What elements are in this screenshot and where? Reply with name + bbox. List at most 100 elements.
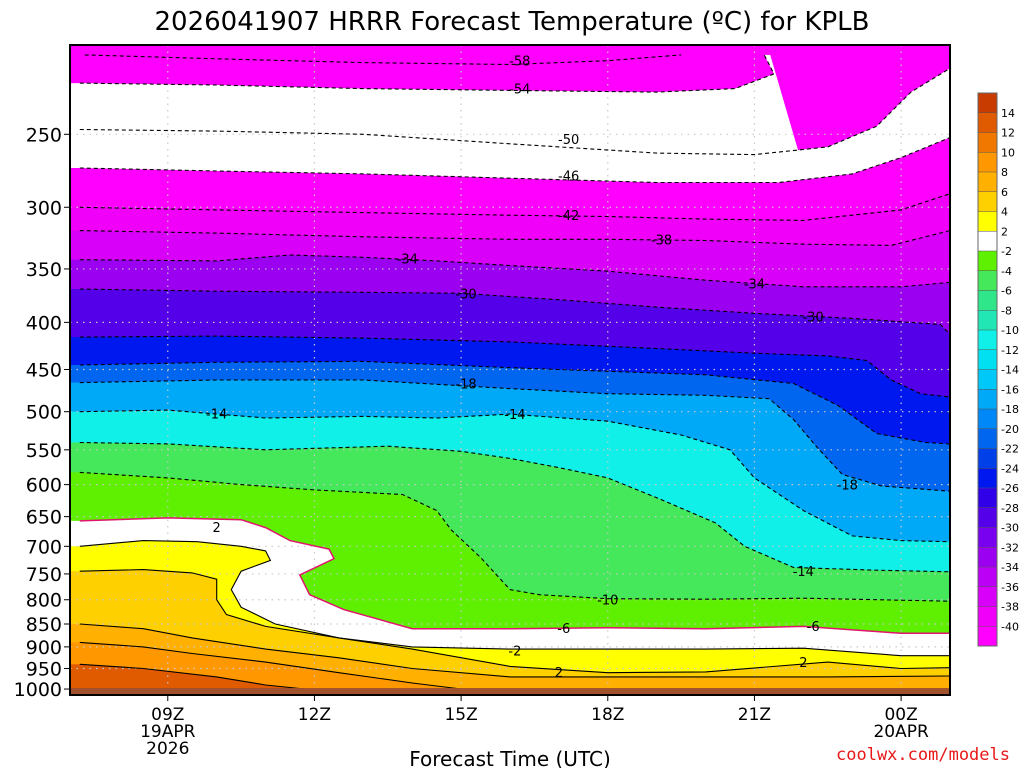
isotherm--18 bbox=[79, 379, 950, 492]
colorbar-label: -38 bbox=[1001, 601, 1019, 614]
band-14 bbox=[70, 664, 554, 695]
colorbar-label: -36 bbox=[1001, 581, 1019, 594]
colorbar-label: 12 bbox=[1001, 127, 1015, 140]
colorbar-swatch bbox=[978, 132, 997, 153]
colorbar-label: -8 bbox=[1001, 304, 1012, 317]
isotherm--30 bbox=[79, 288, 950, 335]
contour-label: -14 bbox=[504, 408, 525, 423]
colorbar-label: -24 bbox=[1001, 462, 1019, 475]
contour-label: -34 bbox=[397, 253, 418, 268]
y-tick-label: 600 bbox=[26, 475, 62, 497]
colorbar-label: 4 bbox=[1001, 206, 1008, 219]
y-tick-label: 1000 bbox=[14, 679, 62, 701]
colorbar-label: -4 bbox=[1001, 265, 1012, 278]
colorbar-label: -10 bbox=[1001, 324, 1019, 337]
colorbar-label: -6 bbox=[1001, 285, 1012, 298]
colorbar-swatch bbox=[978, 330, 997, 351]
colorbar-label: -40 bbox=[1001, 620, 1019, 633]
x-tick-label: 00Z bbox=[884, 705, 917, 725]
contour-label: -42 bbox=[558, 209, 579, 224]
colorbar-label: -26 bbox=[1001, 482, 1019, 495]
y-tick-label: 950 bbox=[26, 659, 62, 681]
ground-surface bbox=[70, 688, 950, 695]
isotherm--46 bbox=[79, 136, 950, 184]
isotherm-10 bbox=[79, 623, 950, 678]
y-tick-label: 800 bbox=[26, 590, 62, 612]
colorbar-label: -34 bbox=[1001, 561, 1019, 574]
pressure-axis: 2503003504004505005506006507007508008509… bbox=[14, 124, 70, 701]
chart-title: 2026041907 HRRR Forecast Temperature (ºC… bbox=[155, 7, 870, 37]
colorbar-swatch bbox=[978, 251, 997, 272]
x-tick-label: 12Z bbox=[298, 705, 331, 725]
colorbar-swatch bbox=[978, 310, 997, 331]
colorbar-swatch bbox=[978, 448, 997, 469]
colorbar-swatch bbox=[978, 349, 997, 370]
x-tick-label: 21Z bbox=[738, 705, 771, 725]
isotherm--50 bbox=[79, 67, 950, 156]
colorbar-label: -20 bbox=[1001, 423, 1019, 436]
colorbar-label: 14 bbox=[1001, 107, 1015, 120]
colorbar-swatch bbox=[978, 231, 997, 252]
colorbar-swatch bbox=[978, 507, 997, 528]
y-tick-label: 250 bbox=[26, 124, 62, 146]
isotherm--22 bbox=[79, 360, 950, 445]
contour-label: -46 bbox=[558, 169, 579, 184]
x-tick-label: 18Z bbox=[591, 705, 624, 725]
colorbar-swatch bbox=[978, 191, 997, 212]
colorbar-label: -18 bbox=[1001, 403, 1019, 416]
colorbar-swatch bbox=[978, 211, 997, 232]
colorbar-swatch bbox=[978, 626, 997, 647]
contour-label: 2 bbox=[799, 656, 807, 671]
colorbar-label: -30 bbox=[1001, 522, 1019, 535]
y-tick-label: 300 bbox=[26, 197, 62, 219]
contour-labels: -58 -54 -50 -46 -42 -38 -34 -34 -30 -30 -18 -18 -14 -… bbox=[206, 55, 858, 681]
contour-label: -6 bbox=[807, 620, 820, 635]
contour-label: -58 bbox=[509, 55, 530, 70]
y-tick-label: 450 bbox=[26, 360, 62, 382]
colorbar-swatch bbox=[978, 152, 997, 173]
colorbar-swatch bbox=[978, 606, 997, 627]
colorbar-swatch bbox=[978, 527, 997, 548]
isotherm--6 bbox=[79, 471, 950, 602]
x-tick-label: 19APR bbox=[140, 722, 196, 742]
y-tick-label: 500 bbox=[26, 402, 62, 424]
x-tick-label: 09Z bbox=[151, 705, 184, 725]
isotherm--54 bbox=[79, 54, 775, 93]
colorbar-swatch bbox=[978, 172, 997, 193]
colorbar-label: 2 bbox=[1001, 225, 1008, 238]
isotherm-2 bbox=[79, 540, 950, 657]
colorbar: 14 12 10 8 6 4 2 -2 -4 -6 -8 -10 -12 -14 -16 -18 -20 -22 -… bbox=[977, 92, 1019, 647]
y-tick-label: 750 bbox=[26, 564, 62, 586]
colorbar-swatch bbox=[978, 468, 997, 489]
x-tick-label: 2026 bbox=[146, 739, 189, 759]
y-tick-label: 400 bbox=[26, 312, 62, 334]
colorbar-swatch bbox=[978, 428, 997, 449]
contour-label: -2 bbox=[508, 644, 521, 659]
colorbar-label: -2 bbox=[1001, 245, 1012, 258]
contour-label: -30 bbox=[802, 310, 823, 325]
y-tick-label: 650 bbox=[26, 507, 62, 529]
contour-label: -30 bbox=[455, 287, 476, 302]
contour-label: -54 bbox=[509, 83, 530, 98]
isotherm--2 bbox=[79, 517, 950, 635]
colorbar-swatch bbox=[978, 547, 997, 568]
contour-label: -14 bbox=[206, 407, 227, 422]
isotherm--10 bbox=[79, 441, 950, 573]
colorbar-swatch bbox=[978, 586, 997, 607]
y-tick-label: 350 bbox=[26, 259, 62, 281]
credit-text: coolwx.com/models bbox=[836, 745, 1010, 765]
colorbar-label: 8 bbox=[1001, 166, 1008, 179]
colorbar-label: -32 bbox=[1001, 541, 1019, 554]
colorbar-swatch bbox=[978, 389, 997, 410]
isotherm--34 bbox=[79, 254, 950, 288]
contour-label: -38 bbox=[651, 233, 672, 248]
contour-label: -34 bbox=[744, 278, 765, 293]
y-tick-label: 700 bbox=[26, 536, 62, 558]
isotherm-contours bbox=[79, 54, 950, 690]
y-tick-label: 900 bbox=[26, 637, 62, 659]
isotherm--42 bbox=[79, 193, 950, 221]
isotherm--26 bbox=[79, 335, 950, 398]
colorbar-label: -22 bbox=[1001, 443, 1019, 456]
colorbar-label: 10 bbox=[1001, 146, 1015, 159]
